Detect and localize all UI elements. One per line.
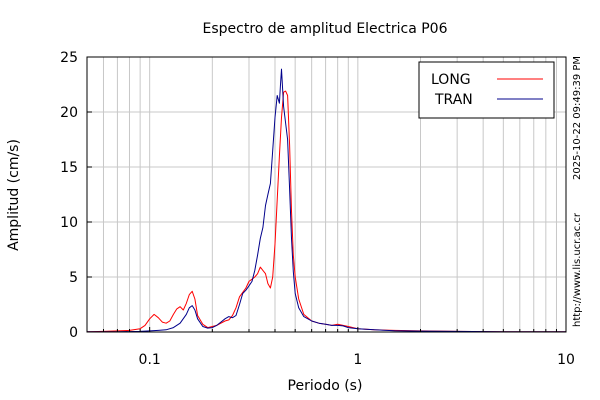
x-tick-label: 0.1 [139, 352, 161, 368]
y-tick-label: 15 [60, 160, 78, 176]
y-axis-label: Amplitud (cm/s) [6, 139, 22, 251]
series-line-tran [86, 68, 567, 333]
y-tick-label: 25 [60, 50, 78, 66]
x-tick-label: 1 [353, 352, 362, 368]
series-lines [86, 68, 567, 333]
y-tick-label: 20 [60, 105, 78, 121]
chart-title: Espectro de amplitud Electrica P06 [203, 21, 448, 37]
y-tick-label: 5 [69, 270, 78, 286]
plot-frame [86, 56, 567, 333]
legend-label-long: LONG [431, 72, 471, 88]
legend-box [418, 61, 555, 119]
x-axis-label: Periodo (s) [288, 378, 363, 394]
legend-label-tran: TRAN [434, 92, 473, 108]
source-url-text: http://www.lis.ucr.ac.cr [572, 212, 583, 327]
axis-ticks: 0 5 10 15 20 25 0.1 1 10 [60, 50, 575, 368]
y-tick-label: 10 [60, 215, 78, 231]
timestamp-text: 2025-10-22 09:49:39 PM [572, 56, 583, 180]
y-tick-label: 0 [69, 325, 78, 341]
legend: LONG TRAN [418, 61, 555, 119]
x-tick-label: 10 [557, 352, 575, 368]
